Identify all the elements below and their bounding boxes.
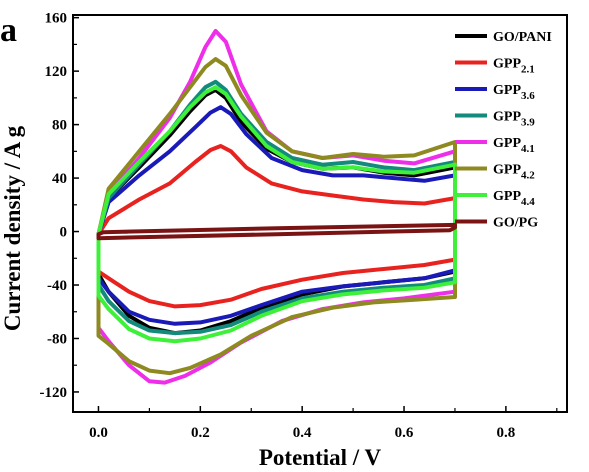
x-tick-label: 0.4 (293, 425, 312, 441)
plot-frame (72, 14, 568, 413)
y-tick-label: 160 (45, 11, 68, 27)
x-tick-label: 0.6 (395, 425, 414, 441)
y-axis-title: Current density / A g (0, 125, 25, 331)
y-tick-label: 0 (60, 225, 68, 241)
legend-label-gpp-2-1: GPP2.1 (493, 57, 535, 76)
y-tick-label: -40 (47, 278, 67, 294)
cv-curve-go-pani (96, 87, 457, 336)
y-tick-label: -80 (47, 331, 67, 347)
series-curves (96, 29, 457, 385)
legend-label-gpp-4-2: GPP4.2 (493, 163, 535, 182)
x-tick-label: 0.0 (89, 425, 108, 441)
legend-label-gpp-3-6: GPP3.6 (493, 83, 535, 102)
cv-curve-gpp-2-1 (96, 144, 457, 309)
y-tick-label: 40 (52, 171, 67, 187)
x-tick-label: 0.2 (191, 425, 210, 441)
cv-curve-gpp-3-9 (96, 79, 457, 336)
y-tick-label: 80 (52, 118, 67, 134)
cv-curve-gpp-4-2 (96, 57, 457, 376)
legend-label-gpp-3-9: GPP3.9 (493, 110, 535, 129)
panel-label: a (0, 12, 17, 49)
cv-curve-gpp-4-4 (96, 85, 457, 344)
x-axis-title: Potential / V (259, 445, 382, 470)
legend: GO/PANI GPP2.1 GPP3.6 GPP3.9 GPP4.1 GPP4.2 GPP… (455, 30, 552, 231)
cv-curve-gpp-3-6 (96, 105, 457, 326)
cv-curve-go-pg (96, 222, 457, 241)
y-tick-label: 120 (45, 64, 68, 80)
legend-label-go-pg: GO/PG (493, 216, 538, 231)
y-axis: 160 120 80 40 0 -40 -80 -120 (40, 11, 79, 401)
cv-curve-gpp-4-1 (96, 29, 457, 385)
y-tick-label: -120 (40, 385, 68, 401)
legend-label-go-pani: GO/PANI (493, 30, 552, 45)
legend-label-gpp-4-1: GPP4.1 (493, 136, 535, 155)
x-tick-label: 0.8 (497, 425, 516, 441)
legend-label-gpp-4-4: GPP4.4 (493, 189, 535, 208)
x-axis: 0.0 0.2 0.4 0.6 0.8 (89, 406, 558, 441)
